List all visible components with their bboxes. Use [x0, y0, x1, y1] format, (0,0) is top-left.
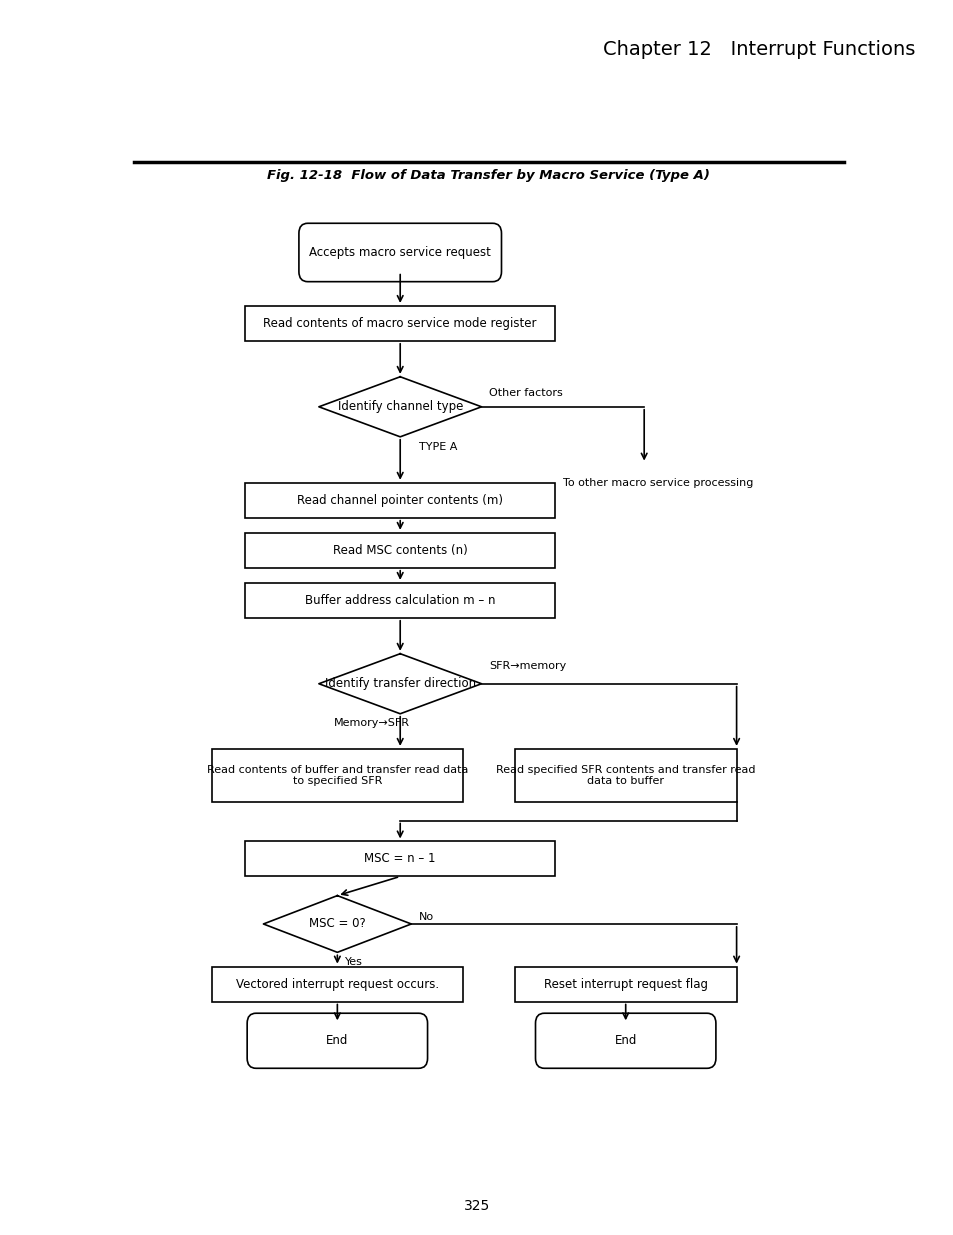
Text: Buffer address calculation m – n: Buffer address calculation m – n — [305, 594, 495, 606]
Text: Identify transfer direction: Identify transfer direction — [324, 677, 476, 690]
Text: Vectored interrupt request occurs.: Vectored interrupt request occurs. — [235, 978, 438, 990]
Text: Read channel pointer contents (m): Read channel pointer contents (m) — [297, 494, 502, 506]
Text: End: End — [326, 1034, 348, 1047]
Text: Accepts macro service request: Accepts macro service request — [309, 246, 491, 259]
Text: Other factors: Other factors — [488, 389, 562, 399]
Bar — [515, 748, 736, 803]
Text: 12: 12 — [867, 641, 891, 658]
FancyBboxPatch shape — [247, 1013, 427, 1068]
Bar — [245, 841, 555, 877]
Text: Reset interrupt request flag: Reset interrupt request flag — [543, 978, 707, 990]
Text: MSC = 0?: MSC = 0? — [309, 918, 365, 930]
Text: No: No — [418, 913, 434, 923]
Bar — [212, 967, 462, 1002]
Text: Read contents of macro service mode register: Read contents of macro service mode regi… — [263, 317, 537, 330]
Bar — [245, 583, 555, 618]
Text: Fig. 12-18  Flow of Data Transfer by Macro Service (Type A): Fig. 12-18 Flow of Data Transfer by Macr… — [267, 169, 710, 182]
Text: Read specified SFR contents and transfer read
data to buffer: Read specified SFR contents and transfer… — [496, 764, 755, 787]
Text: Read contents of buffer and transfer read data
to specified SFR: Read contents of buffer and transfer rea… — [207, 764, 468, 787]
FancyBboxPatch shape — [298, 224, 501, 282]
FancyBboxPatch shape — [535, 1013, 715, 1068]
Text: MSC = n – 1: MSC = n – 1 — [364, 852, 436, 866]
Text: SFR→memory: SFR→memory — [488, 661, 565, 672]
Text: End: End — [614, 1034, 637, 1047]
Bar — [212, 748, 462, 803]
Text: 325: 325 — [463, 1199, 490, 1213]
Text: TYPE A: TYPE A — [418, 442, 456, 452]
Bar — [515, 967, 736, 1002]
Polygon shape — [263, 895, 411, 952]
Bar — [245, 306, 555, 341]
Text: Read MSC contents (n): Read MSC contents (n) — [333, 543, 467, 557]
Polygon shape — [318, 653, 481, 714]
Polygon shape — [318, 377, 481, 437]
Text: Identify channel type: Identify channel type — [337, 400, 462, 414]
Bar — [245, 483, 555, 517]
Text: Yes: Yes — [344, 957, 362, 967]
Text: Memory→SFR: Memory→SFR — [334, 718, 409, 727]
Text: Chapter 12   Interrupt Functions: Chapter 12 Interrupt Functions — [603, 40, 915, 58]
Text: To other macro service processing: To other macro service processing — [562, 478, 753, 488]
Bar — [245, 532, 555, 568]
